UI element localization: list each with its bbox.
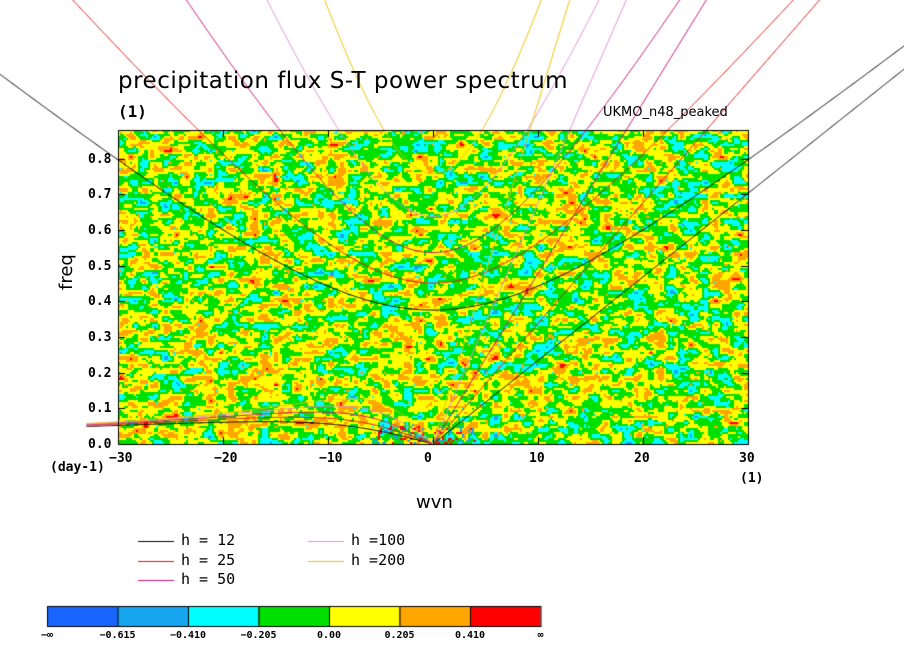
x-tick-label: −20 <box>214 451 238 466</box>
legend-item-label: h =100 <box>351 531 406 549</box>
model-label: UKMO_n48_peaked <box>603 105 728 120</box>
colorbar-label: −0.615 <box>99 630 136 641</box>
y-tick-label: 0.8 <box>88 151 112 167</box>
colorbar-label: −0.410 <box>169 630 207 641</box>
y-tick-label: 0.7 <box>88 187 112 203</box>
legend-item-label: h = 12 <box>181 531 236 549</box>
y-axis-units: (day-1) <box>50 460 105 475</box>
colorbar-label: 0.205 <box>384 630 415 641</box>
legend-item-label: h = 50 <box>181 570 236 588</box>
y-tick-label: 0.6 <box>88 222 112 238</box>
colorbar-label: −∞ <box>40 630 54 641</box>
x-tick-label: 0 <box>424 451 432 466</box>
y-tick-label: 0.4 <box>88 294 112 310</box>
chart-title: precipitation flux S-T power spectrum <box>118 68 569 94</box>
x-tick-label: 10 <box>529 451 545 466</box>
y-tick-label: 0.5 <box>88 258 112 274</box>
y-tick-label: 0.1 <box>88 401 112 417</box>
legend-item-label: h =200 <box>351 551 406 569</box>
colorbar-label: −0.205 <box>240 630 277 641</box>
x-tick-label: −10 <box>319 451 343 466</box>
y-tick-label: 0.3 <box>88 329 112 345</box>
x-axis-label: wvn <box>416 492 453 513</box>
y-axis-label: freq <box>56 254 77 290</box>
colorbar-label: 0.00 <box>316 630 342 641</box>
colorbar-label: 0.410 <box>454 630 486 641</box>
x-tick-label: 30 <box>739 451 755 466</box>
colorbar-label: ∞ <box>537 630 544 641</box>
x-tick-label: −30 <box>109 451 133 466</box>
legend-item-label: h = 25 <box>181 551 236 569</box>
y-tick-label: 0.0 <box>88 437 112 452</box>
y-tick-label: 0.2 <box>88 365 112 381</box>
x-tick-label: 20 <box>634 451 650 466</box>
x-axis-units: (1) <box>740 471 764 486</box>
units-label: (1) <box>118 102 147 121</box>
